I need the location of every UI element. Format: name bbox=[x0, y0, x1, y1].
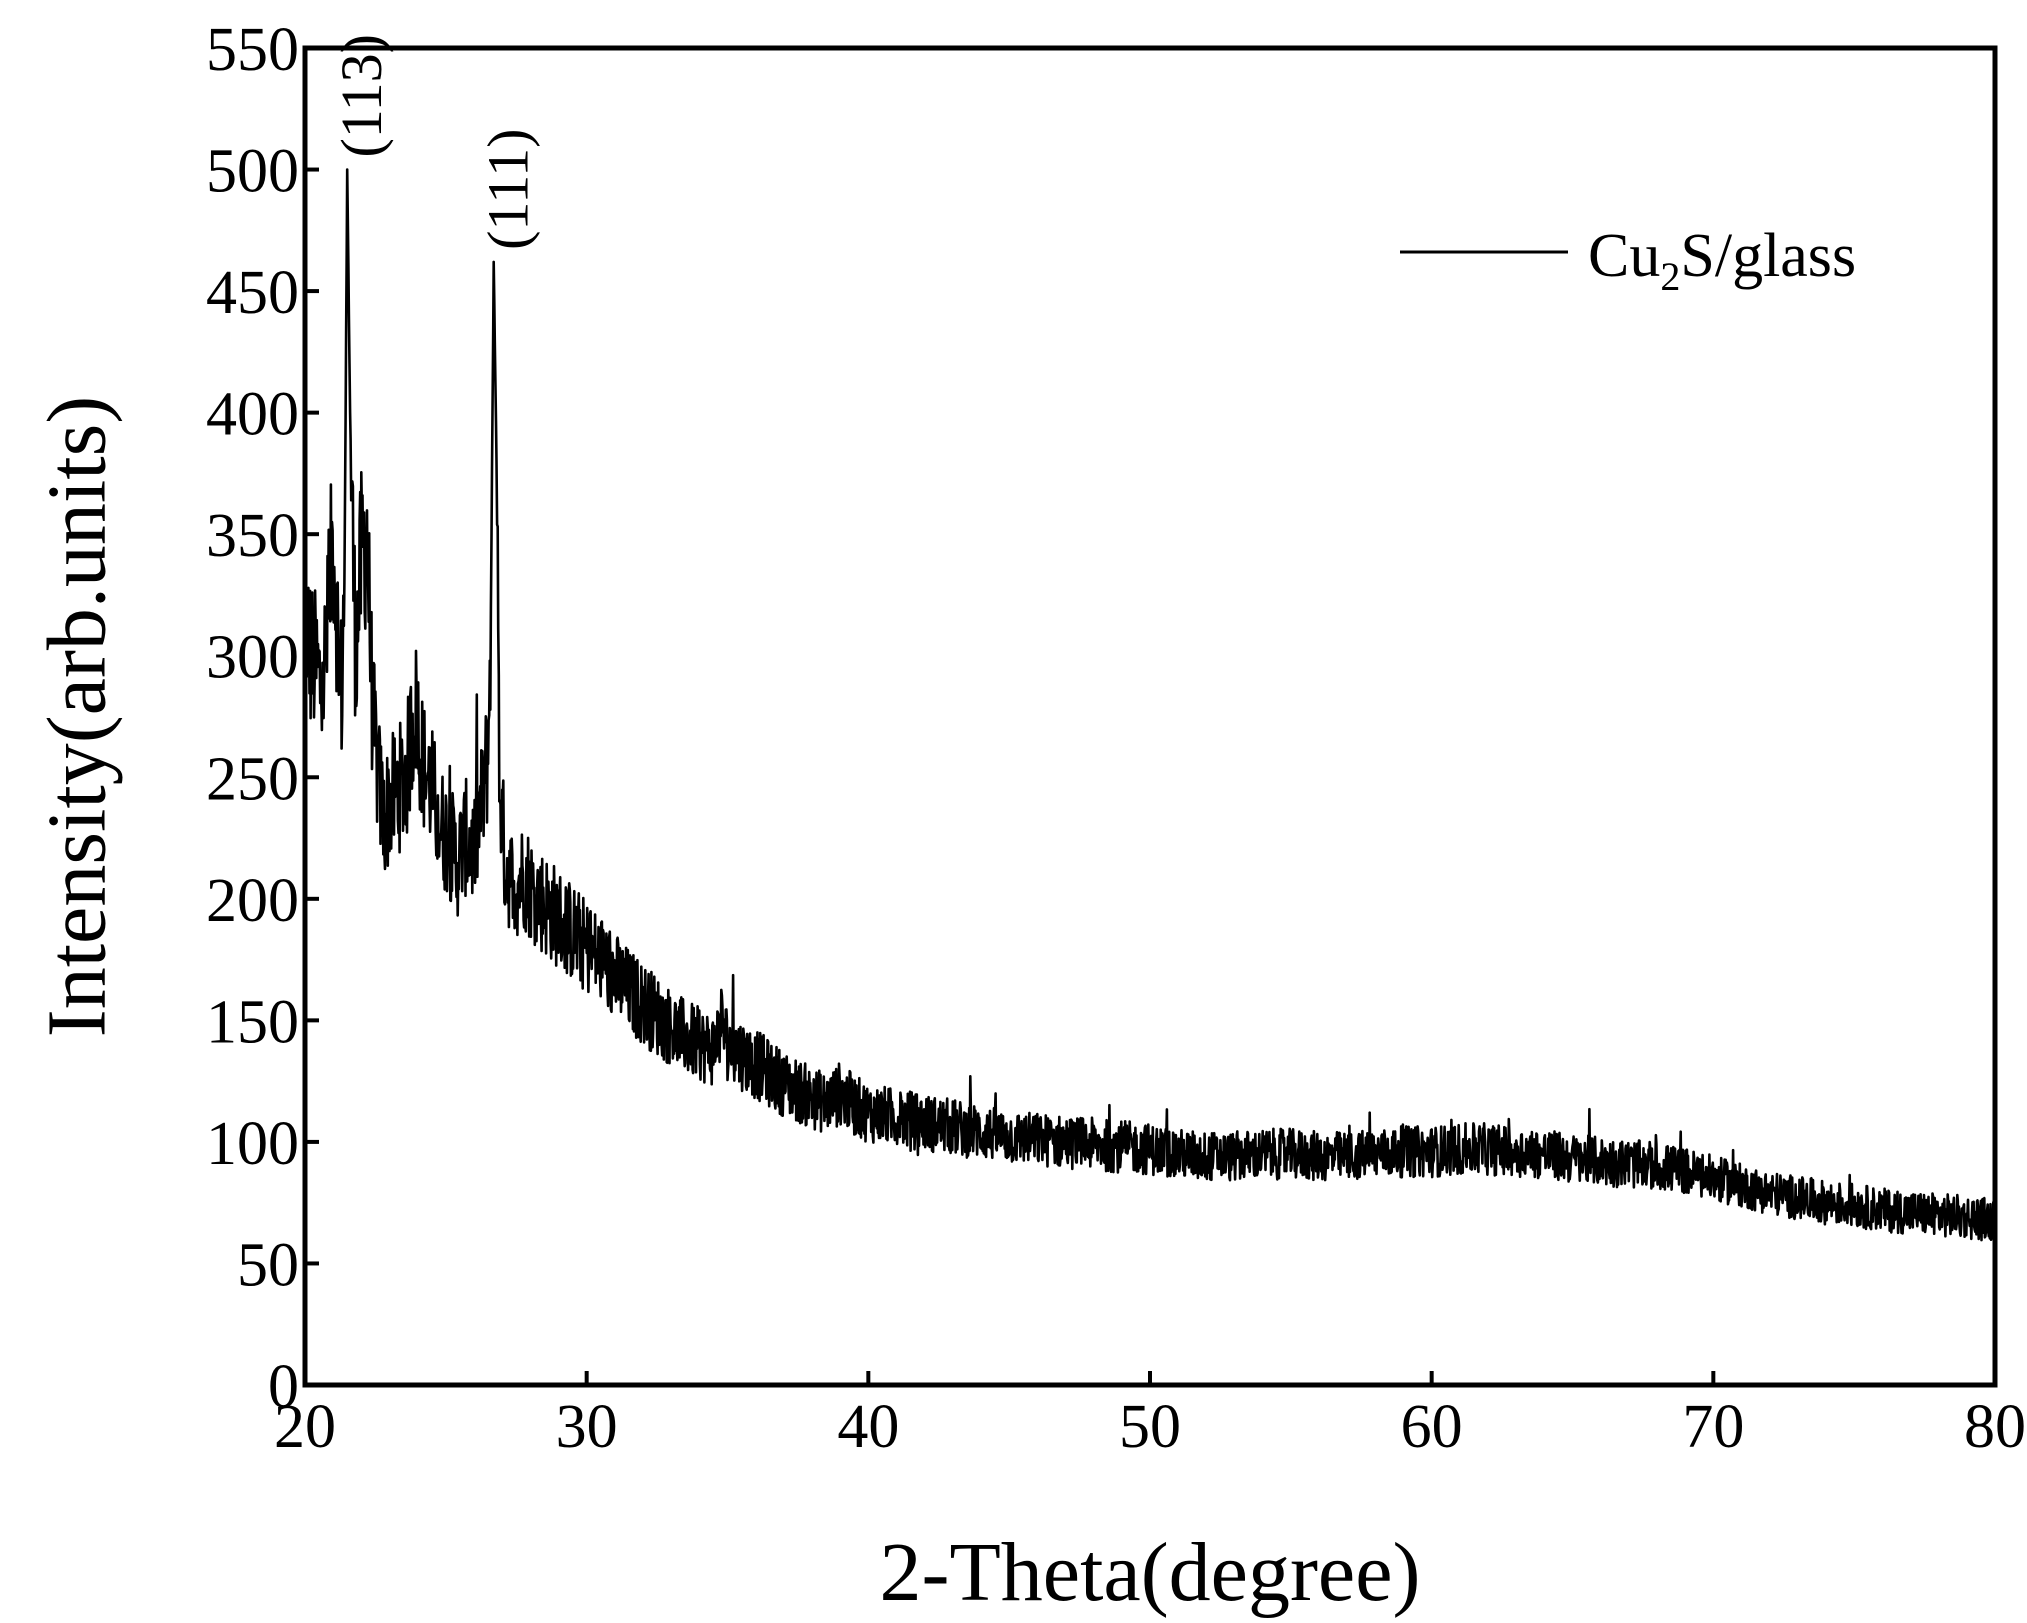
y-tick-label: 150 bbox=[206, 988, 299, 1056]
legend-text-cu: Cu bbox=[1588, 222, 1660, 290]
y-tick-label: 300 bbox=[206, 624, 299, 692]
legend-entry-cu2s-glass: Cu2S/glass bbox=[1588, 222, 1856, 299]
legend: Cu2S/glass bbox=[1400, 222, 1856, 299]
y-tick-label: 250 bbox=[206, 745, 299, 813]
y-tick-label: 50 bbox=[237, 1231, 299, 1299]
x-tick-label: 60 bbox=[1401, 1393, 1463, 1461]
y-tick-label: 450 bbox=[206, 259, 299, 327]
x-tick-label: 30 bbox=[556, 1393, 618, 1461]
x-tick-labels: 20 30 40 50 60 70 80 bbox=[274, 1393, 2026, 1461]
y-tick-labels: 0 50 100 150 200 250 300 350 400 450 500 550 bbox=[206, 16, 299, 1421]
plot-frame bbox=[302, 45, 1998, 1388]
y-tick-label: 500 bbox=[206, 138, 299, 206]
legend-text-subscript: 2 bbox=[1660, 254, 1680, 299]
peak-label: (113) bbox=[329, 34, 394, 157]
legend-text-rest: S/glass bbox=[1680, 222, 1856, 290]
x-tick-label: 70 bbox=[1682, 1393, 1744, 1461]
y-tick-label: 350 bbox=[206, 502, 299, 570]
y-tick-label: 400 bbox=[206, 381, 299, 449]
y-axis-title: Intensity(arb.units) bbox=[30, 396, 123, 1038]
x-tick-label: 40 bbox=[837, 1393, 899, 1461]
y-tick-label: 0 bbox=[268, 1353, 299, 1421]
series-line-cu2s-glass bbox=[303, 168, 1997, 1242]
x-axis-title: 2-Theta(degree) bbox=[880, 1526, 1421, 1619]
x-tick-label: 50 bbox=[1119, 1393, 1181, 1461]
x-tick-label: 20 bbox=[274, 1393, 336, 1461]
y-tick-label: 100 bbox=[206, 1110, 299, 1178]
x-tick-label: 80 bbox=[1964, 1393, 2026, 1461]
peak-annotations: (113) (111) bbox=[329, 34, 540, 250]
y-tick-label: 200 bbox=[206, 867, 299, 935]
peak-label: (111) bbox=[476, 129, 541, 250]
y-tick-label: 550 bbox=[206, 16, 299, 84]
